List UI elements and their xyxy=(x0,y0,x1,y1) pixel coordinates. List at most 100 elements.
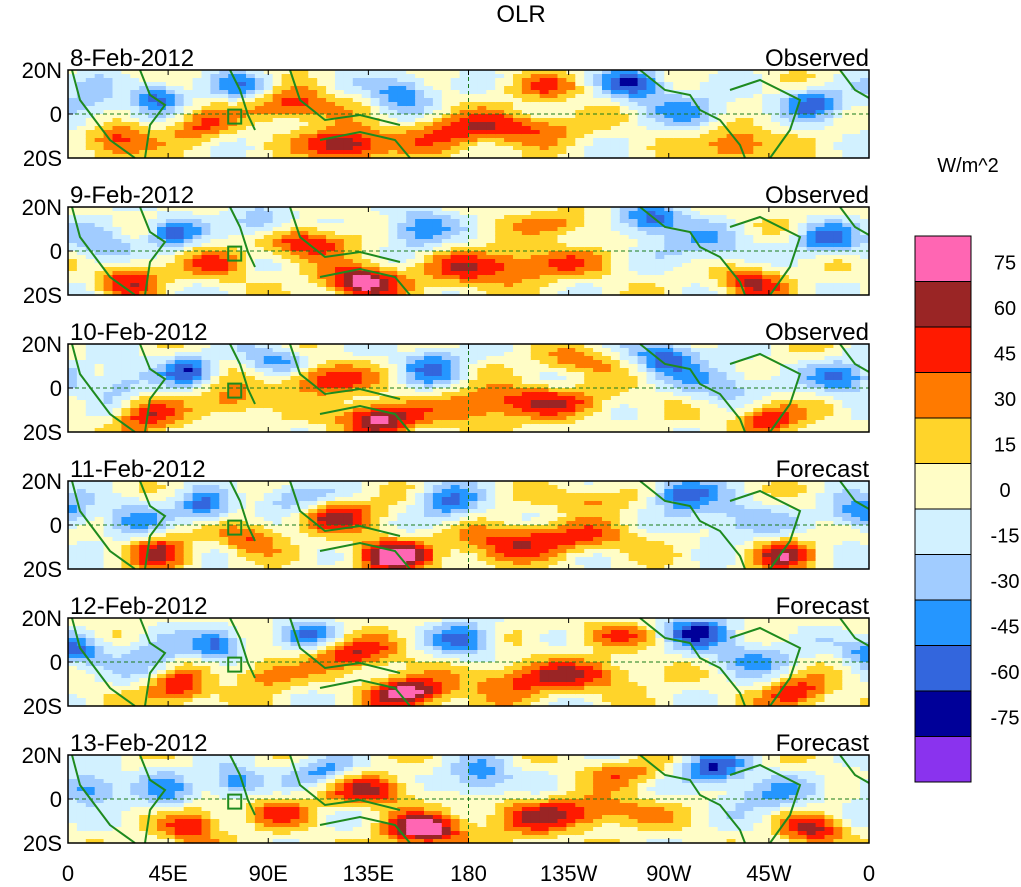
field-cell xyxy=(468,207,478,212)
field-cell xyxy=(121,138,131,143)
field-cell xyxy=(477,106,487,111)
field-cell xyxy=(521,211,532,216)
field-cell xyxy=(94,118,105,123)
field-cell xyxy=(780,82,790,87)
field-cell xyxy=(148,126,158,131)
field-cell xyxy=(655,279,665,284)
field-cell xyxy=(717,126,728,131)
field-cell xyxy=(148,82,158,87)
field-cell xyxy=(121,368,131,373)
field-cell xyxy=(513,102,523,107)
field-cell xyxy=(388,376,398,381)
field-cell xyxy=(415,384,425,389)
field-cell xyxy=(468,211,478,216)
field-cell xyxy=(708,138,719,143)
field-cell xyxy=(343,98,354,103)
field-cell xyxy=(513,267,523,272)
field-cell xyxy=(673,82,683,87)
field-cell xyxy=(219,122,229,127)
field-cell xyxy=(655,251,665,256)
field-cell xyxy=(477,154,487,159)
field-cell xyxy=(139,384,149,389)
field-cell xyxy=(210,223,220,228)
field-cell xyxy=(308,259,318,264)
field-cell xyxy=(699,78,710,83)
field-cell xyxy=(815,82,826,87)
field-cell xyxy=(432,344,443,349)
field-cell xyxy=(691,211,701,216)
field-cell xyxy=(210,142,220,147)
field-cell xyxy=(112,287,122,292)
field-cell xyxy=(780,231,790,236)
field-cell xyxy=(370,283,381,288)
field-cell xyxy=(281,404,292,409)
field-cell xyxy=(352,150,363,155)
field-cell xyxy=(335,211,345,216)
field-cell xyxy=(486,142,496,147)
field-cell xyxy=(76,416,87,421)
field-cell xyxy=(513,211,523,216)
field-cell xyxy=(219,263,229,268)
field-cell xyxy=(112,348,122,353)
field-cell xyxy=(112,364,122,369)
field-cell xyxy=(548,78,559,83)
field-cell xyxy=(94,142,105,147)
field-cell xyxy=(85,146,96,151)
olr-field xyxy=(68,207,870,296)
field-cell xyxy=(486,291,496,296)
field-cell xyxy=(424,122,434,127)
field-cell xyxy=(441,110,452,115)
field-cell xyxy=(326,420,336,425)
field-cell xyxy=(619,239,630,244)
field-cell xyxy=(183,86,194,91)
field-cell xyxy=(68,227,78,232)
field-cell xyxy=(468,243,478,248)
field-cell xyxy=(477,114,487,119)
field-cell xyxy=(762,106,772,111)
field-cell xyxy=(335,142,345,147)
field-cell xyxy=(513,259,523,264)
field-cell xyxy=(726,207,737,212)
field-cell xyxy=(370,219,381,224)
field-cell xyxy=(397,380,407,385)
field-cell xyxy=(397,263,407,268)
field-cell xyxy=(441,235,452,240)
field-cell xyxy=(459,291,470,296)
field-cell xyxy=(450,239,461,244)
field-cell xyxy=(68,380,78,385)
field-cell xyxy=(139,356,149,361)
field-cell xyxy=(584,267,594,272)
field-cell xyxy=(246,356,256,361)
field-cell xyxy=(308,118,318,123)
field-cell xyxy=(308,400,318,405)
field-cell xyxy=(85,364,96,369)
field-cell xyxy=(130,416,140,421)
field-cell xyxy=(682,130,692,135)
field-cell xyxy=(148,78,158,83)
field-cell xyxy=(575,122,585,127)
field-cell xyxy=(424,400,434,405)
field-cell xyxy=(192,287,203,292)
field-cell xyxy=(290,102,300,107)
field-cell xyxy=(335,247,345,252)
field-cell xyxy=(468,134,478,139)
field-cell xyxy=(272,388,283,393)
field-cell xyxy=(655,86,665,91)
field-cell xyxy=(673,126,683,131)
field-cell xyxy=(201,255,211,260)
field-cell xyxy=(326,235,336,240)
field-cell xyxy=(815,114,826,119)
field-cell xyxy=(699,279,710,284)
field-cell xyxy=(388,102,398,107)
field-cell xyxy=(593,283,603,288)
field-cell xyxy=(726,138,737,143)
field-cell xyxy=(76,211,87,216)
field-cell xyxy=(299,275,309,280)
field-cell xyxy=(432,150,443,155)
field-cell xyxy=(68,368,78,373)
field-cell xyxy=(593,114,603,119)
field-cell xyxy=(183,279,194,284)
field-cell xyxy=(370,420,381,425)
field-cell xyxy=(343,215,354,220)
field-cell xyxy=(842,239,852,244)
